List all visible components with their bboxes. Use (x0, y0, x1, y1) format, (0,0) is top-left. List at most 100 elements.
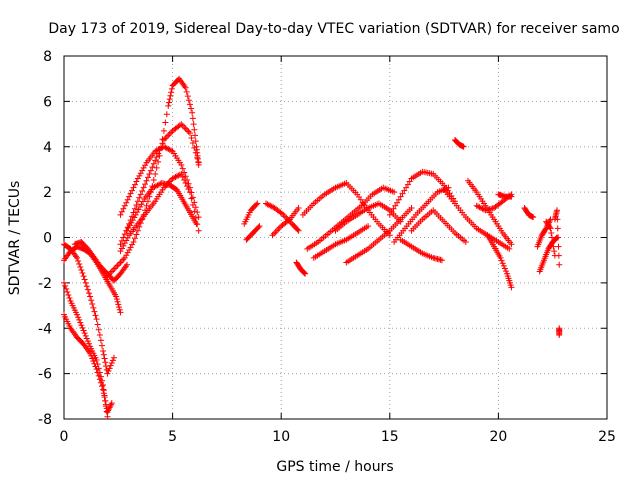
data-point (401, 187, 408, 194)
data-point (556, 261, 563, 268)
data-point (150, 160, 157, 167)
data-point (191, 199, 198, 206)
data-point (65, 291, 72, 298)
data-point (168, 89, 175, 96)
data-point (81, 276, 88, 283)
data-point (254, 200, 261, 207)
data-point (74, 254, 81, 261)
data-point (94, 361, 101, 368)
data-point (139, 198, 146, 205)
data-point (124, 249, 131, 256)
data-point (103, 408, 110, 415)
data-point (365, 223, 372, 230)
data-point (281, 213, 288, 220)
data-point (101, 392, 108, 399)
data-point (120, 256, 127, 263)
y-tick-label: 8 (43, 49, 52, 65)
data-point (149, 164, 156, 171)
data-point (80, 327, 87, 334)
data-point (178, 161, 185, 168)
data-point (388, 208, 395, 215)
data-point (497, 254, 504, 261)
data-point (115, 301, 122, 308)
data-point (108, 360, 115, 367)
data-point (78, 267, 85, 274)
data-point (134, 175, 141, 182)
data-point (121, 240, 128, 247)
data-point (83, 335, 90, 342)
data-point (143, 202, 150, 209)
data-point (117, 211, 124, 218)
data-point (106, 365, 113, 372)
data-point (138, 201, 145, 208)
data-point (139, 167, 146, 174)
data-point (137, 203, 144, 210)
data-point (134, 209, 141, 216)
series-arc1 (61, 241, 117, 377)
data-point (100, 351, 107, 358)
data-point (113, 263, 120, 270)
data-point (114, 262, 121, 269)
data-point (408, 205, 415, 212)
data-point (406, 178, 413, 185)
data-point (294, 226, 301, 233)
data-point (182, 180, 189, 187)
data-point (168, 129, 175, 136)
data-point (404, 181, 411, 188)
data-point (508, 241, 515, 248)
data-point (137, 191, 144, 198)
data-point (192, 132, 199, 139)
data-point (128, 219, 135, 226)
data-point (82, 332, 89, 339)
data-point (125, 225, 132, 232)
data-point (87, 293, 94, 300)
data-point (165, 102, 172, 109)
data-point (136, 194, 143, 201)
data-point (189, 115, 196, 122)
data-point (167, 92, 174, 99)
data-point (295, 227, 302, 234)
data-point (121, 202, 128, 209)
data-point (551, 248, 558, 255)
data-point (162, 119, 169, 126)
data-point (147, 167, 154, 174)
series-arc17 (304, 184, 398, 252)
data-point (79, 270, 86, 277)
data-point (192, 149, 199, 156)
data-point (184, 127, 191, 134)
data-point (555, 252, 562, 259)
data-point (146, 170, 153, 177)
data-point (134, 198, 141, 205)
data-point (129, 187, 136, 194)
data-point (121, 231, 128, 238)
data-point (162, 135, 169, 142)
data-points (61, 75, 563, 420)
data-point (395, 196, 402, 203)
data-point (99, 342, 106, 349)
series-arc31 (521, 205, 537, 221)
series-arc18 (310, 223, 372, 261)
data-point (195, 159, 202, 166)
series-arc35 (551, 207, 563, 268)
data-point (140, 184, 147, 191)
x-tick-labels: 0 5 10 15 20 25 (60, 429, 616, 445)
series-arc13 (262, 200, 302, 234)
data-point (76, 316, 83, 323)
data-point (131, 205, 138, 212)
data-point (160, 127, 167, 134)
data-point (195, 214, 202, 221)
data-point (111, 265, 118, 272)
data-point (126, 222, 133, 229)
data-point (194, 154, 201, 161)
series-arc9 (117, 170, 202, 255)
data-point (131, 181, 138, 188)
data-point (554, 216, 561, 223)
data-point (118, 257, 125, 264)
data-point (126, 246, 133, 253)
data-point (133, 201, 140, 208)
data-point (116, 306, 123, 313)
data-point (116, 260, 123, 267)
data-point (163, 111, 170, 118)
data-point (189, 109, 196, 116)
